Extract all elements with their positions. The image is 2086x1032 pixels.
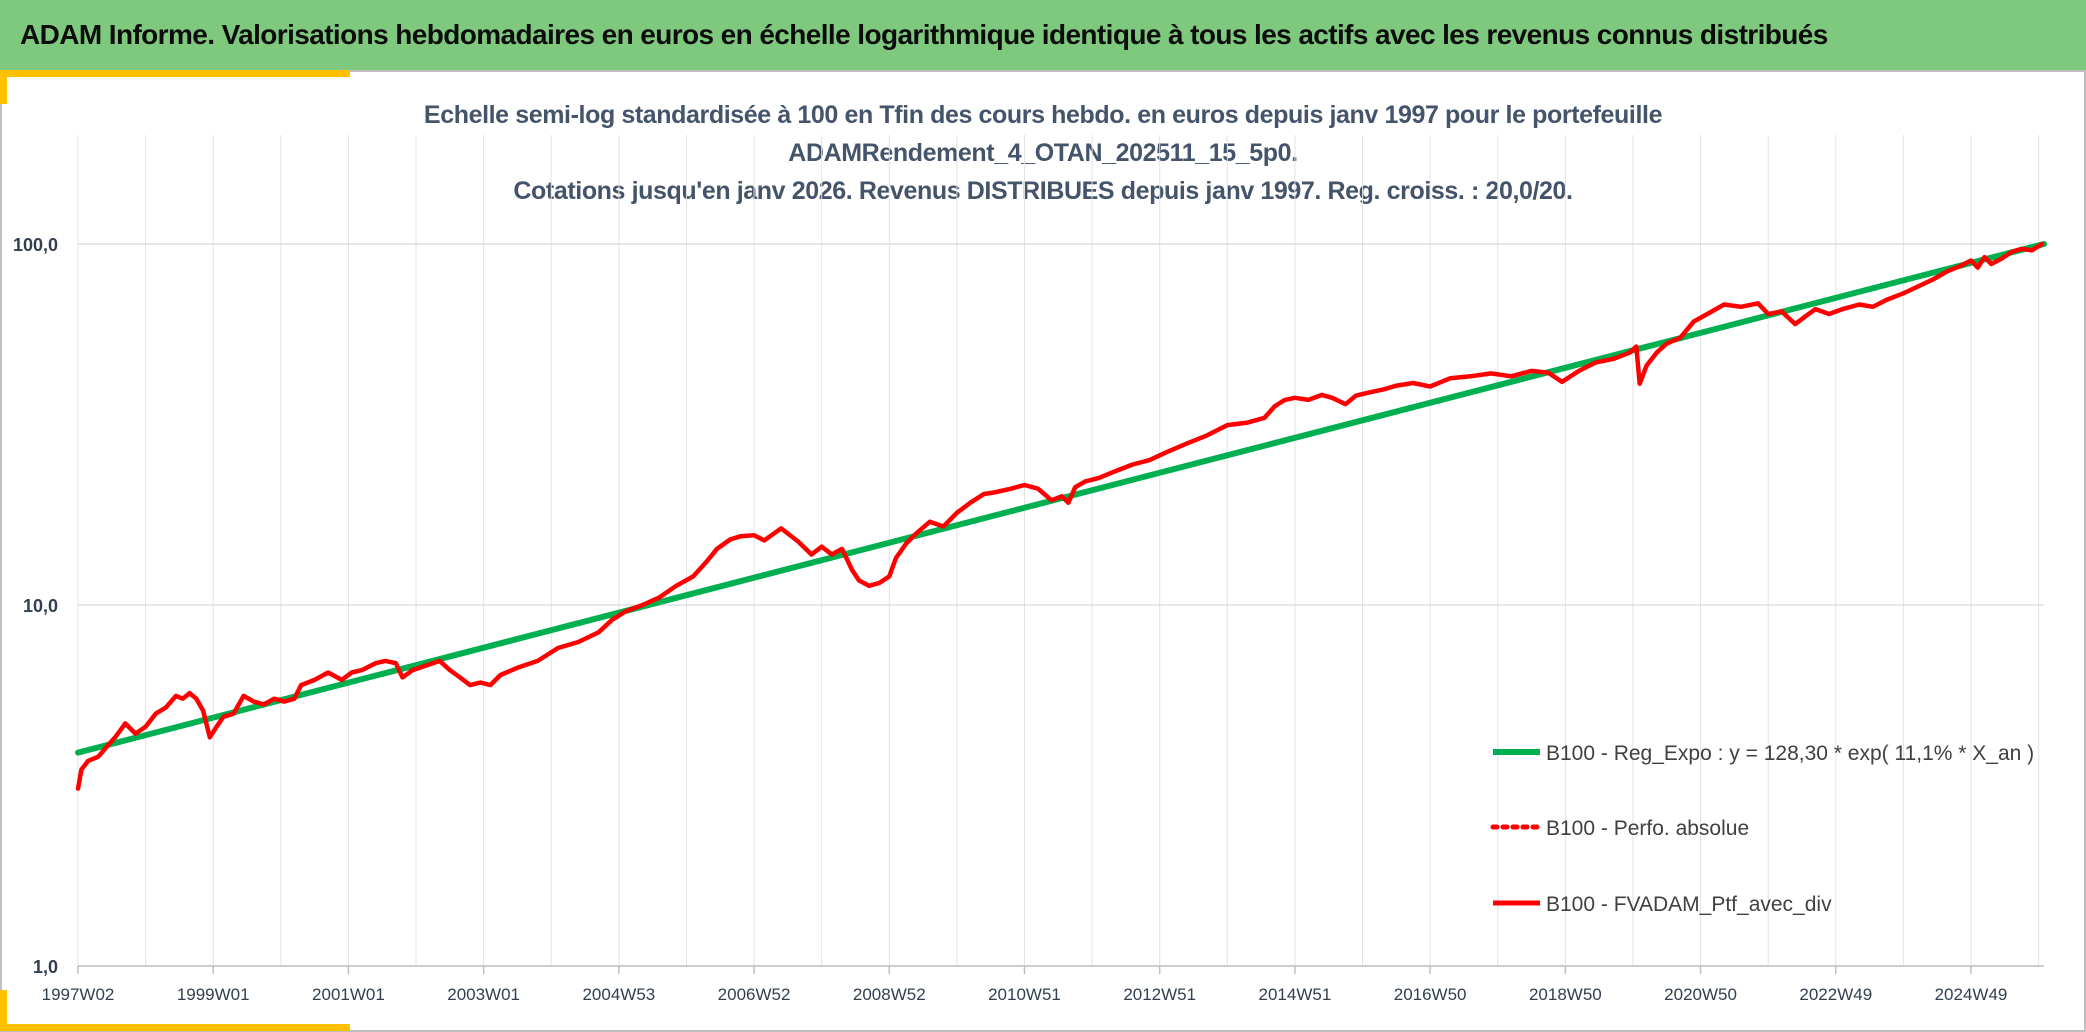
legend-label-2: B100 - FVADAM_Ptf_avec_div: [1546, 893, 1832, 916]
legend-label-1: B100 - Perfo. absolue: [1546, 817, 1749, 840]
x-tick-label: 2008W52: [853, 985, 926, 1004]
accent-bar-left-top: [0, 70, 7, 104]
y-tick-label: 1,0: [33, 957, 58, 977]
axes: 100,0 10,0 1,0 1997W02 1999W01 2001W01 2003W01…: [13, 235, 2044, 1004]
y-tick-label: 100,0: [13, 235, 58, 255]
chart-title-line-1: Echelle semi-log standardisée à 100 en T…: [423, 101, 1663, 129]
banner: ADAM Informe. Valorisations hebdomadaire…: [0, 0, 2086, 70]
x-tick-label: 1997W02: [42, 985, 115, 1004]
legend-label-0: B100 - Reg_Expo : y = 128,30 * exp( 11,1…: [1546, 742, 2034, 765]
accent-bar-bottom-left: [0, 1024, 350, 1031]
series-group: [75, 241, 2047, 791]
x-tick-label: 2003W01: [447, 985, 520, 1004]
accent-bar-left-bottom: [0, 990, 7, 1030]
x-tick-label: 2020W50: [1664, 985, 1737, 1004]
x-tick-label: 2024W49: [1935, 985, 2008, 1004]
legend: B100 - Reg_Expo : y = 128,30 * exp( 11,1…: [1490, 742, 2034, 916]
banner-title: ADAM Informe. Valorisations hebdomadaire…: [20, 19, 1828, 50]
chart-title-line-2: ADAMRendement_4_OTAN_202511_15_5p0.: [788, 139, 1298, 167]
x-tick-label: 2012W51: [1123, 985, 1196, 1004]
x-tick-label: 2006W52: [718, 985, 791, 1004]
grid: [77, 135, 2044, 967]
y-tick-label: 10,0: [23, 596, 58, 616]
x-tick-label: 2018W50: [1529, 985, 1602, 1004]
x-tick-label: 2016W50: [1394, 985, 1467, 1004]
x-tick-label: 2004W53: [582, 985, 655, 1004]
x-tick-label: 2001W01: [312, 985, 385, 1004]
x-tick-label: 2022W49: [1799, 985, 1872, 1004]
x-tick-label: 2014W51: [1259, 985, 1332, 1004]
x-tick-label: 2010W51: [988, 985, 1061, 1004]
chart-frame: [0, 70, 2086, 1032]
accent-bar-top-left: [0, 70, 350, 77]
chart-title-line-3: Cotations jusqu'en janv 2026. Revenus DI…: [513, 177, 1573, 205]
x-tick-label: 1999W01: [177, 985, 250, 1004]
series-line-2: [75, 241, 2045, 791]
